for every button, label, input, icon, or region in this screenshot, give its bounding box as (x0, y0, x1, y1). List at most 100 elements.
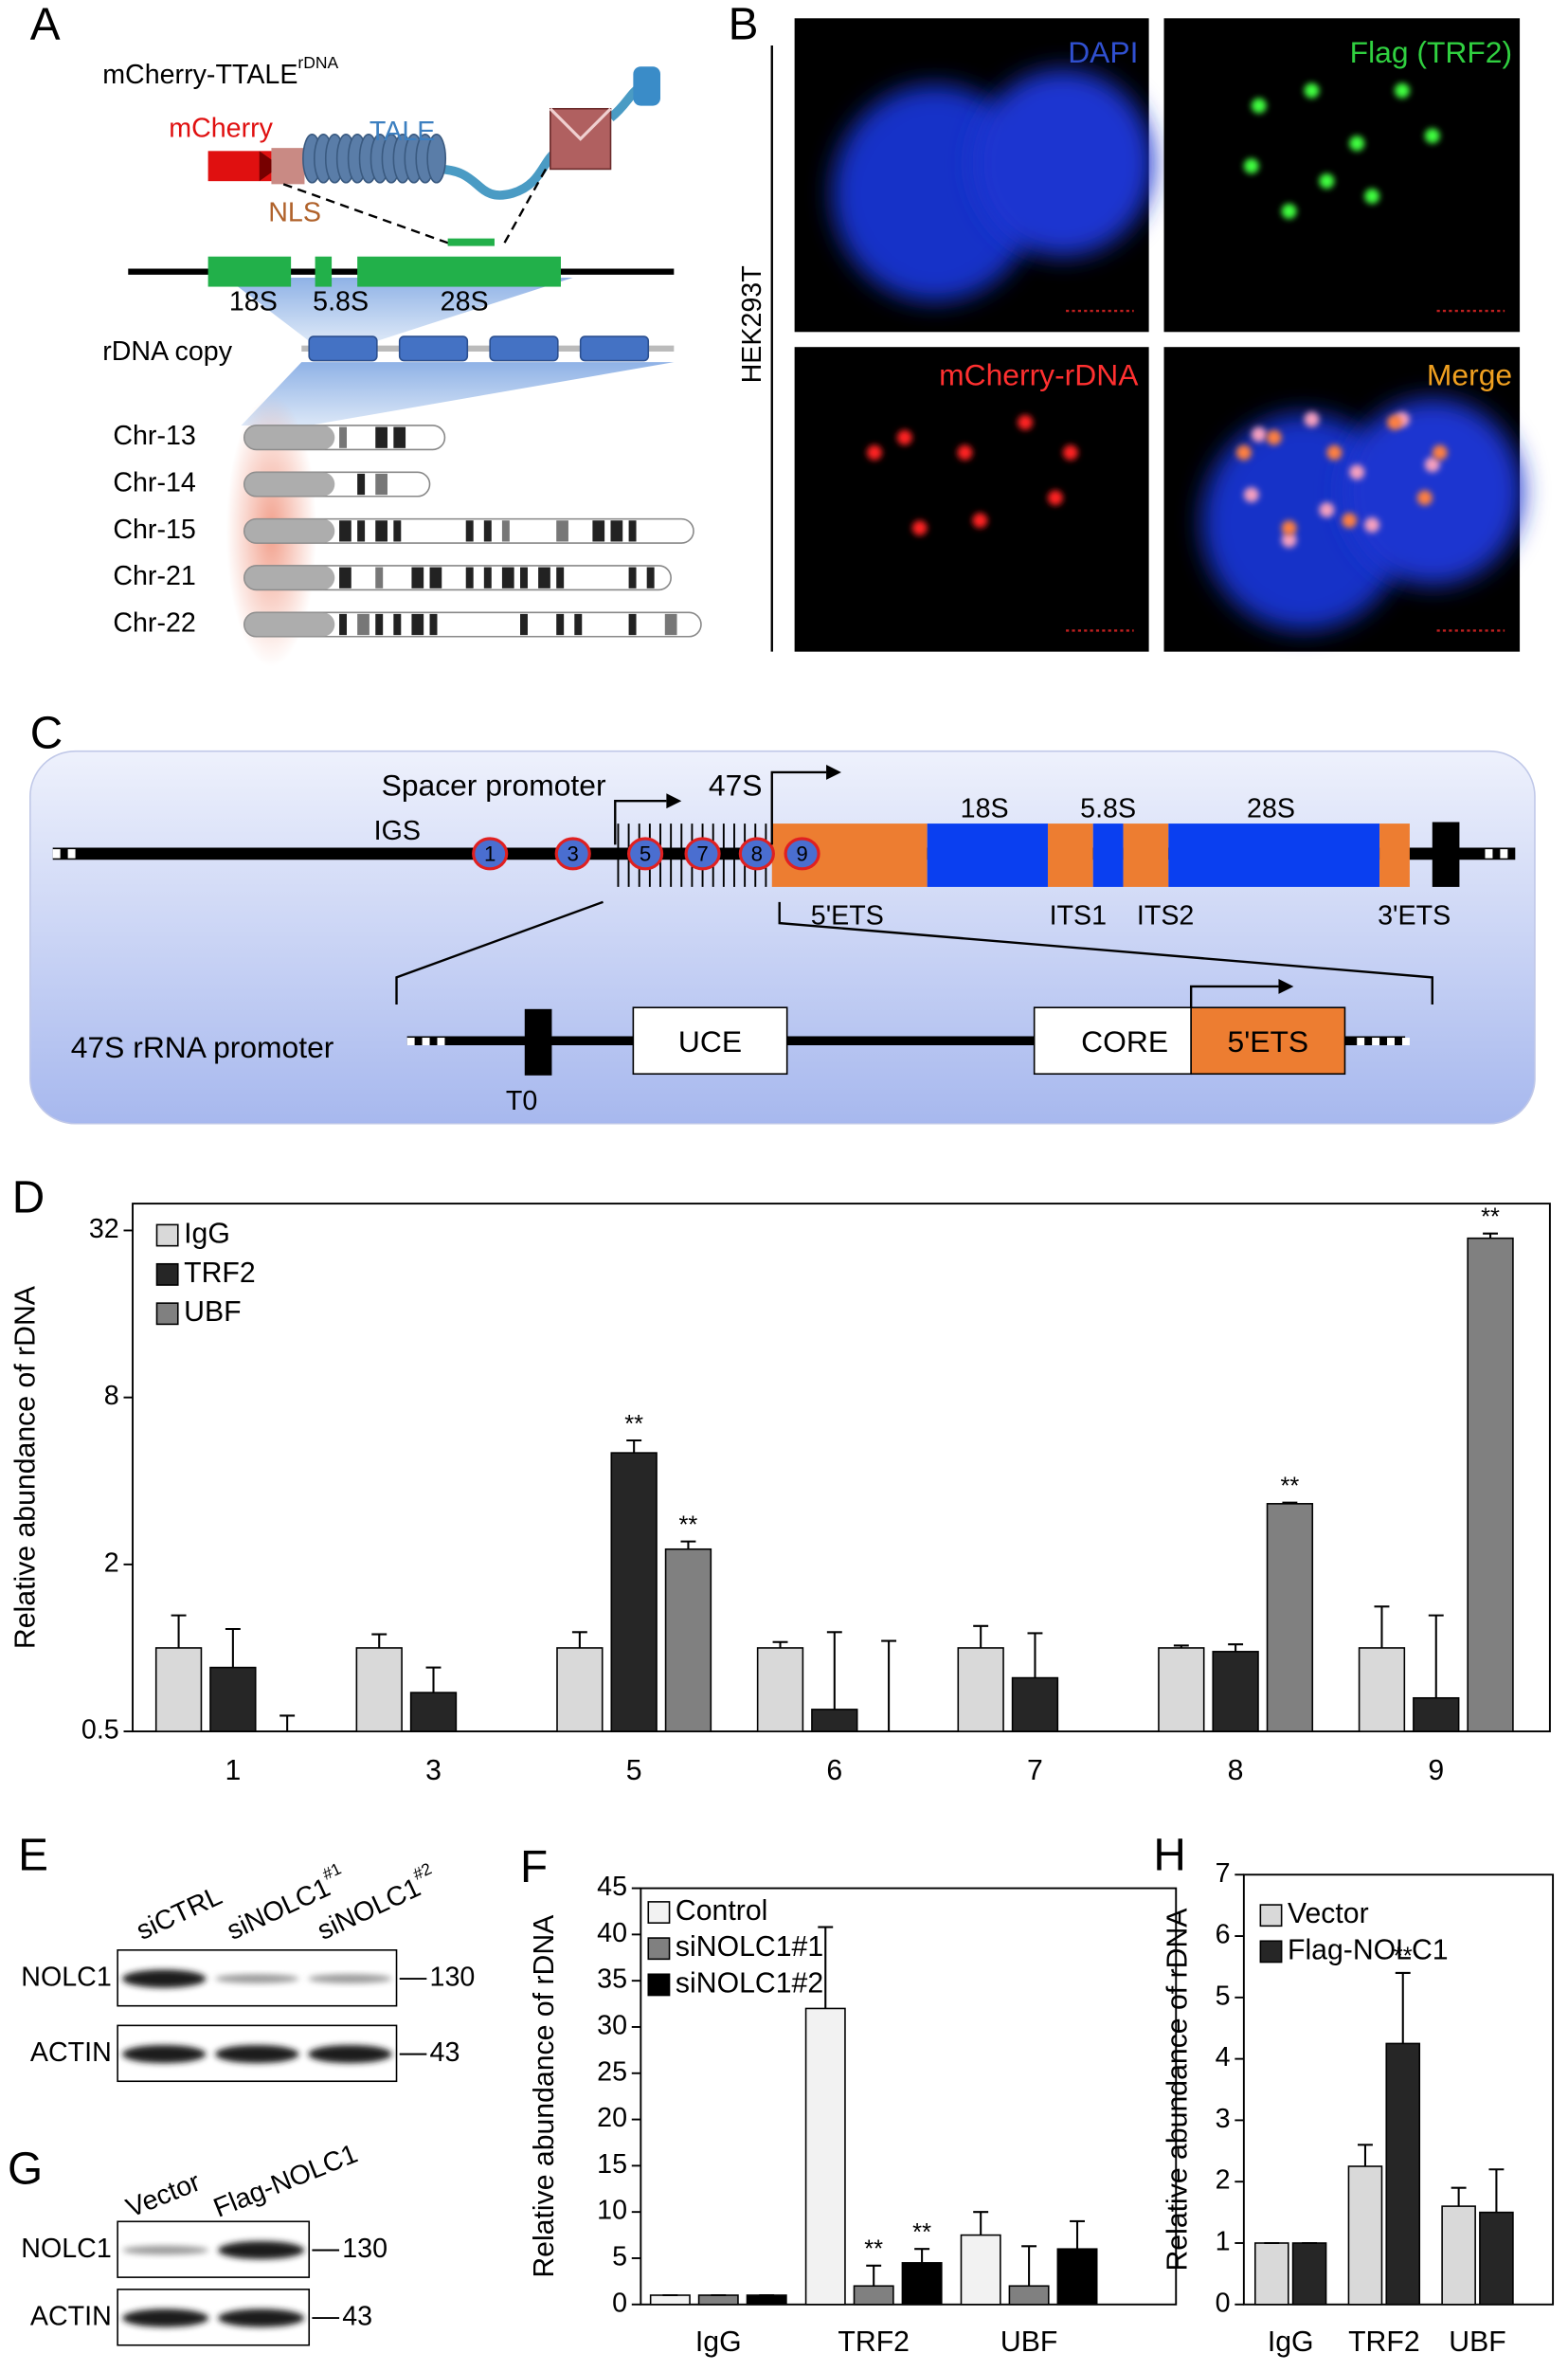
y-tick-label: 20 (597, 2103, 627, 2133)
lane-name: siCTRL (132, 1880, 226, 1946)
cell-line: HEK293T (737, 265, 767, 383)
error-bar (1483, 1232, 1499, 1239)
foci (911, 520, 928, 536)
bar (1158, 1647, 1205, 1732)
band (215, 2045, 299, 2064)
legend-label: TRF2 (184, 1258, 256, 1289)
y-tick-label: 15 (597, 2149, 627, 2180)
y-axis-label: Relative abundance of rDNA (1162, 1908, 1193, 2271)
significance: ** (1280, 1473, 1299, 1499)
y-tick-label: 2 (1216, 2165, 1231, 2196)
band (375, 473, 387, 496)
fok-diag (549, 107, 612, 141)
t0-label: T0 (506, 1086, 537, 1116)
band (308, 1974, 392, 1983)
bar (804, 2007, 846, 2306)
promoter-title: 47S rRNA promoter (71, 1030, 334, 1064)
band (574, 613, 583, 636)
gene-label: 18S (229, 287, 278, 317)
centromere (243, 612, 335, 637)
tale-repeat (426, 134, 447, 184)
foci (1062, 444, 1078, 461)
foci (1281, 204, 1297, 219)
band (357, 520, 366, 542)
band (339, 567, 351, 588)
region-label: ITS1 (1050, 900, 1107, 931)
band (520, 613, 528, 636)
dash-end (1485, 849, 1493, 859)
bar (1413, 1696, 1460, 1732)
error-bar (1488, 2168, 1505, 2213)
lane-name: siNOLC1 (223, 1872, 335, 1946)
y-axis-label: Relative abundance of rDNA (529, 1914, 560, 2278)
band (357, 613, 369, 636)
nucleus (1342, 398, 1523, 586)
site (738, 837, 775, 871)
nls-label: NLS (268, 198, 321, 228)
rdna-unit (398, 335, 469, 362)
error-bar (1282, 1501, 1298, 1504)
site (784, 837, 820, 871)
rdna-region (927, 824, 1048, 887)
site (554, 837, 591, 871)
x-tick-label: TRF2 (1348, 2326, 1420, 2358)
legend-label: Flag-NOLC1 (1288, 1934, 1449, 1965)
arrow-head (826, 765, 841, 780)
micrograph (794, 18, 1154, 333)
gene-box (207, 256, 292, 287)
panel-label: E (18, 1830, 48, 1880)
band (122, 2045, 207, 2064)
p47s-label: 47S (709, 768, 763, 802)
mcherry-label: mCherry (169, 114, 273, 144)
panel-label: B (729, 0, 759, 49)
error-bar (1021, 2245, 1037, 2287)
region-label: ITS2 (1137, 900, 1194, 931)
legend-label: siNOLC1#1 (676, 1931, 823, 1963)
gene-box (357, 256, 561, 287)
centromere (243, 565, 335, 590)
band (411, 567, 424, 588)
error-bar (866, 2264, 882, 2287)
legend-label: siNOLC1#2 (676, 1967, 823, 1999)
foci (1364, 517, 1380, 533)
x-tick-label: TRF2 (838, 2326, 910, 2358)
lane-label: siCTRL (132, 1880, 226, 1946)
panel-label: D (12, 1173, 45, 1223)
micrograph (1163, 347, 1523, 652)
significance: ** (1481, 1204, 1500, 1230)
band (429, 567, 442, 588)
gene-label: 5.8S (1080, 793, 1136, 824)
error-bar (1451, 2186, 1467, 2207)
rdna-region (1092, 824, 1124, 887)
t0-box (524, 1008, 552, 1076)
y-tick-label: 2 (104, 1547, 119, 1578)
significance: ** (624, 1411, 643, 1438)
x-tick-label: 6 (826, 1755, 842, 1786)
y-tick-label: 8 (104, 1381, 119, 1411)
x-tick-label: 8 (1228, 1755, 1244, 1786)
foci (1349, 464, 1365, 480)
bar (209, 1666, 257, 1732)
x-tick-label: 9 (1428, 1755, 1444, 1786)
igs-label: IGS (374, 816, 421, 846)
dash-end (422, 1038, 430, 1046)
band (375, 567, 384, 588)
lane-name: siNOLC1 (313, 1872, 425, 1946)
construct-title: mCherry-TTALErDNA (102, 53, 338, 90)
lane-label: Vector (122, 2166, 206, 2223)
y-axis-label: Relative abundance of rDNA (10, 1285, 42, 1649)
bar (1011, 1676, 1059, 1732)
bar (664, 1547, 712, 1732)
significance: ** (1394, 1944, 1413, 1970)
foci (1251, 98, 1267, 114)
bar (756, 1647, 804, 1732)
fan2 (241, 362, 675, 425)
site-label: 3 (568, 842, 579, 865)
band (520, 567, 528, 588)
legend-label: IgG (184, 1218, 230, 1249)
row-label: ACTIN (30, 2037, 112, 2068)
row-label: NOLC1 (21, 2234, 111, 2264)
tag-cyl (633, 66, 661, 106)
fan (225, 278, 573, 341)
